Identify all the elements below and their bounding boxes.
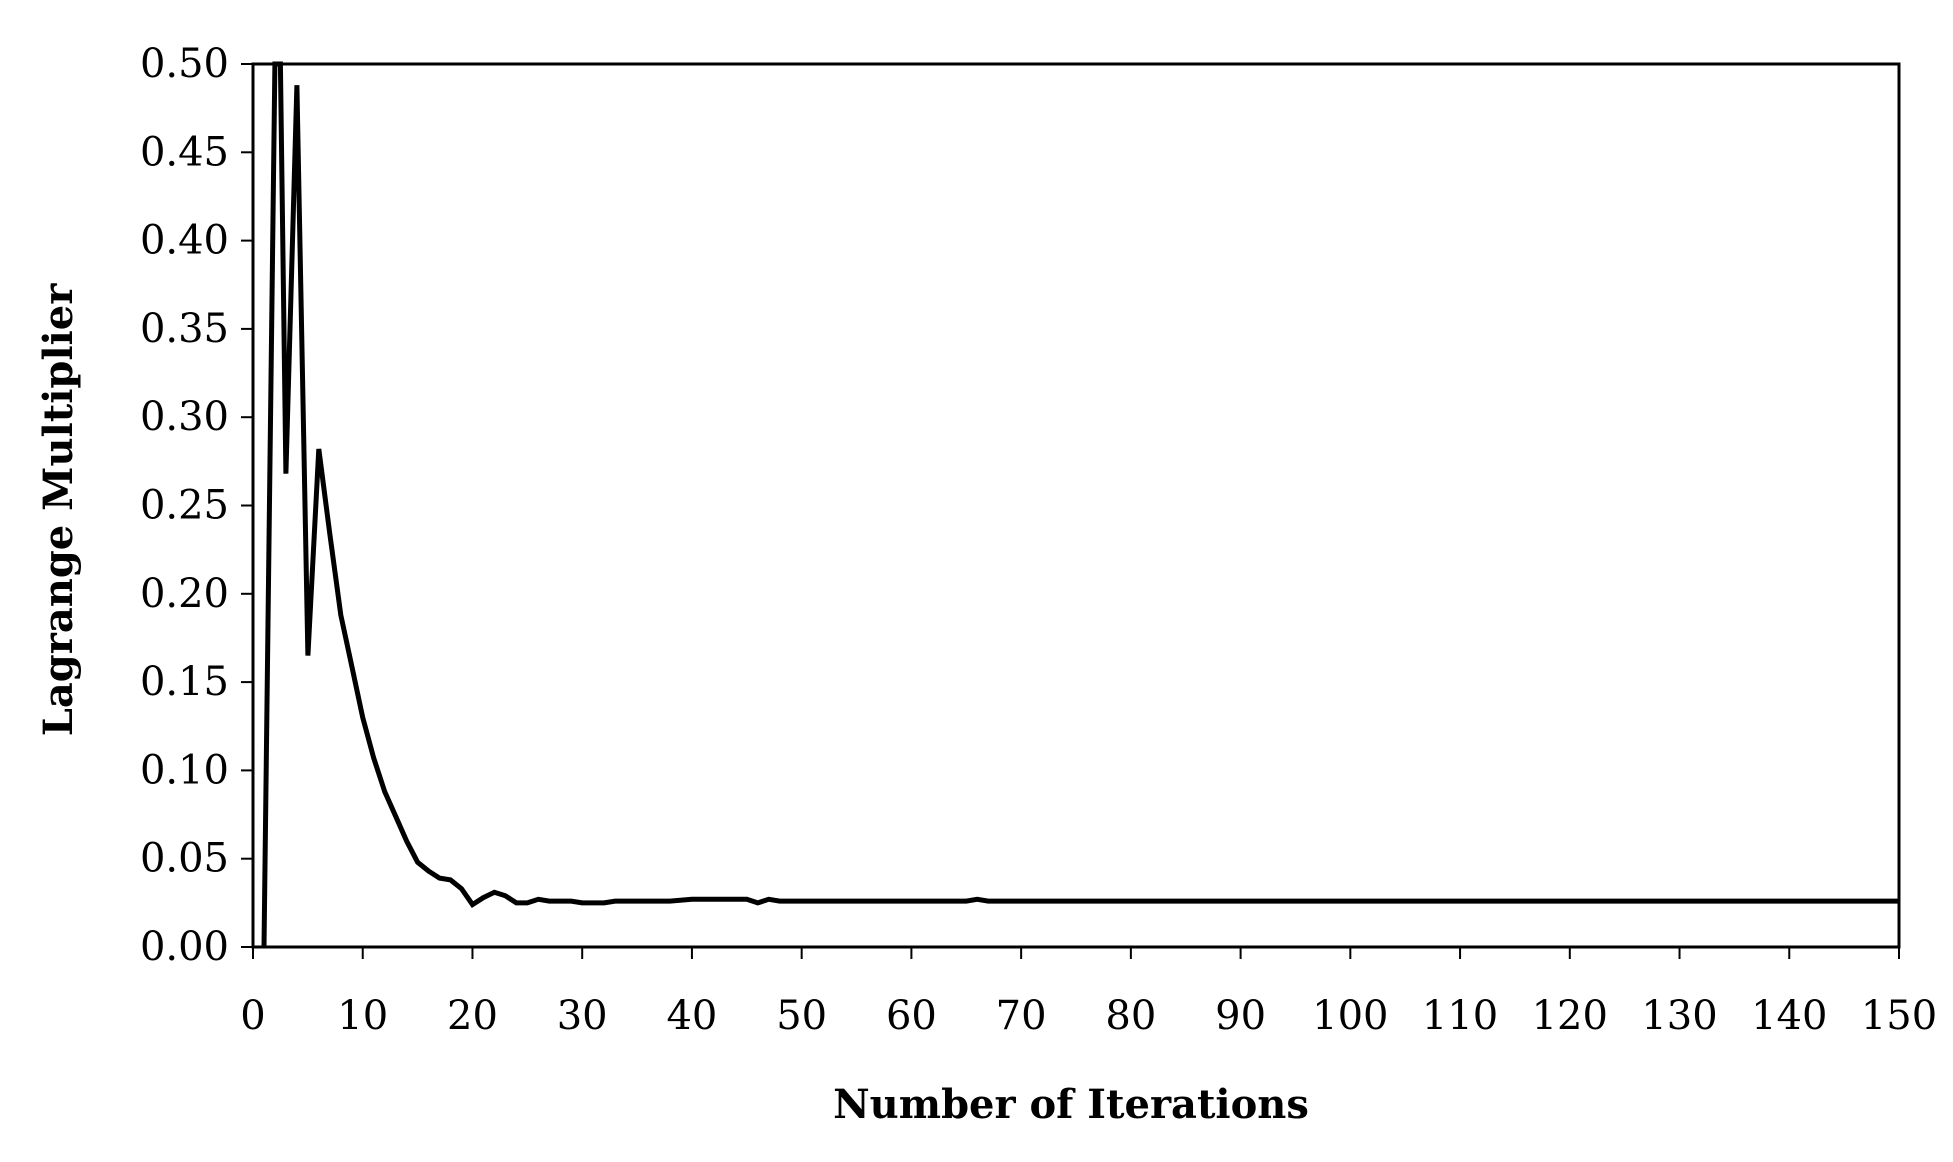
y-tick-label: 0.05 (140, 836, 229, 882)
y-tick-label: 0.20 (140, 571, 229, 617)
plot-frame (251, 62, 1901, 949)
x-tick-label: 70 (996, 993, 1047, 1039)
x-tick-label: 0 (240, 993, 265, 1039)
y-tick-label: 0.50 (140, 41, 229, 87)
x-tick-label: 150 (1861, 993, 1937, 1039)
x-tick-label: 30 (557, 993, 608, 1039)
y-tick-label: 0.00 (140, 924, 229, 970)
y-tick-label: 0.10 (140, 747, 229, 793)
x-tick-label: 60 (886, 993, 937, 1039)
y-axis-title: Lagrange Multiplier (35, 283, 82, 736)
x-tick-label: 100 (1312, 993, 1388, 1039)
plot-border (251, 62, 1901, 949)
y-axis: 0.00 0.05 0.10 0.15 0.20 0.25 0.30 0.35 0.40 0.45… (140, 41, 253, 970)
x-tick-label: 40 (666, 993, 717, 1039)
y-tick-label: 0.45 (140, 129, 229, 175)
x-tick-label: 140 (1751, 993, 1827, 1039)
x-tick-label: 120 (1532, 993, 1608, 1039)
series-layer (261, 61, 1899, 948)
y-tick-label: 0.25 (140, 483, 229, 529)
y-tick-label: 0.30 (140, 394, 229, 440)
x-tick-label: 20 (447, 993, 498, 1039)
series-line (261, 61, 1899, 948)
y-tick-label: 0.40 (140, 218, 229, 264)
x-axis: 0 10 20 30 40 50 60 70 80 90 100 110 120 130 140 150 (240, 947, 1937, 1039)
x-tick-label: 80 (1105, 993, 1156, 1039)
x-tick-label: 10 (337, 993, 388, 1039)
x-tick-label: 110 (1422, 993, 1498, 1039)
y-tick-label: 0.15 (140, 659, 229, 705)
x-tick-label: 90 (1215, 993, 1266, 1039)
x-tick-label: 130 (1641, 993, 1717, 1039)
y-tick-label: 0.35 (140, 306, 229, 352)
x-tick-label: 50 (776, 993, 827, 1039)
x-axis-title: Number of Iterations (833, 1081, 1309, 1128)
